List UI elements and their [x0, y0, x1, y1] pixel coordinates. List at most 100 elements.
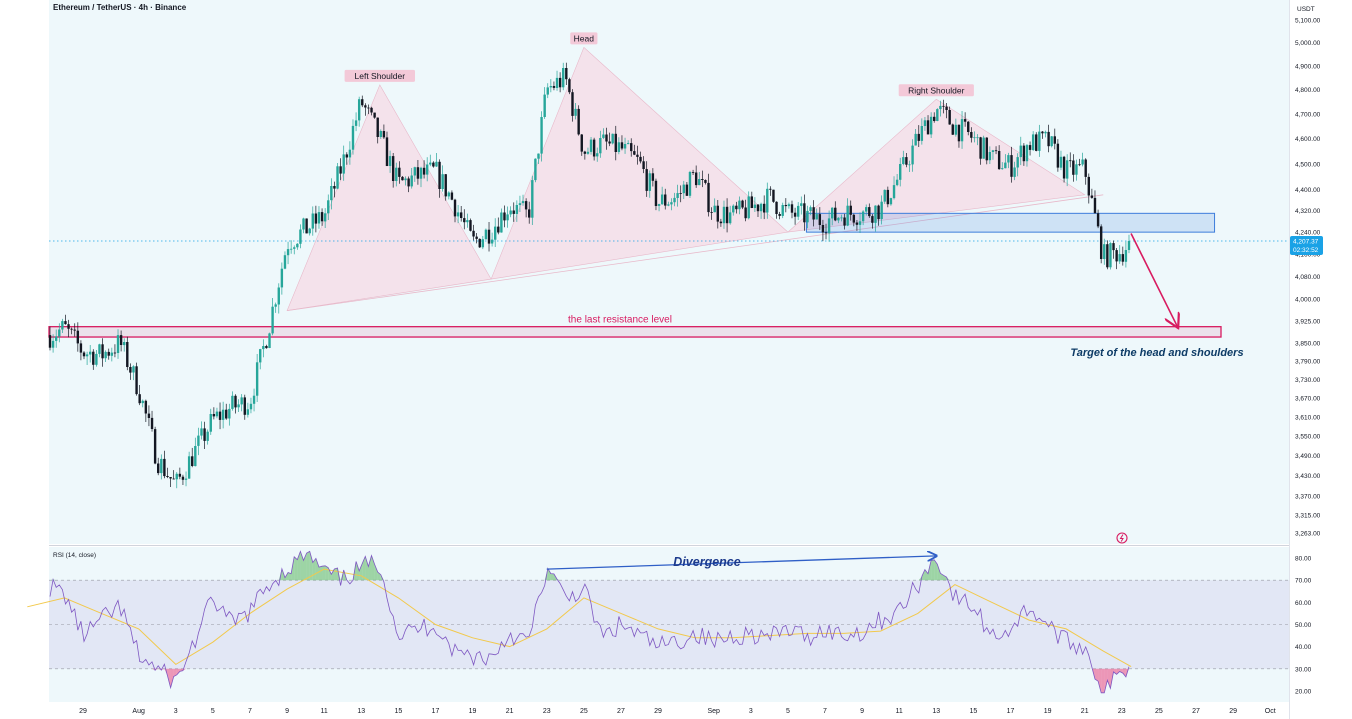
candle [626, 140, 630, 145]
rsi-axis[interactable]: 80.00 70.00 60.00 50.00 40.00 30.00 20.00 [1295, 556, 1312, 696]
candle-body [191, 456, 194, 466]
candle [88, 345, 92, 363]
divergence-arrow [546, 556, 937, 570]
candle [209, 408, 212, 435]
candle [976, 134, 979, 146]
candle [481, 236, 485, 250]
candle [76, 322, 80, 352]
date-tick-label: 27 [617, 708, 625, 715]
candle [327, 194, 330, 220]
candle [1096, 209, 1100, 229]
candle-body [181, 476, 185, 480]
candle [92, 349, 95, 370]
candle-body [126, 342, 129, 367]
candle [243, 394, 246, 420]
rsi-overbought-fill [315, 558, 319, 581]
candle-body [203, 428, 206, 441]
candle [694, 165, 698, 188]
price-tick-label: 4,700.00 [1295, 111, 1321, 118]
candle-body [670, 202, 673, 205]
candle-body [382, 131, 386, 138]
candle-body [175, 473, 178, 480]
candle-body [345, 154, 348, 158]
candle [1109, 242, 1112, 270]
candle-body [1072, 160, 1075, 175]
rsi-overbought-fill [303, 553, 307, 581]
candle-body [868, 207, 871, 217]
candle-body [614, 133, 617, 152]
candle-body [293, 247, 296, 249]
candle-body [834, 207, 837, 221]
rsi-oversold-fill [1101, 668, 1105, 693]
candle-body [540, 117, 543, 154]
candle-body [76, 330, 80, 344]
candle [979, 136, 982, 165]
lightning-icon[interactable] [1116, 532, 1128, 544]
candle [512, 202, 515, 222]
candle-body [178, 473, 182, 477]
date-tick-label: 21 [1081, 708, 1089, 715]
candle [660, 186, 664, 205]
candle [722, 200, 726, 229]
candle [268, 332, 271, 349]
date-tick-label: 29 [1229, 708, 1237, 715]
candle [107, 348, 110, 360]
candle [895, 174, 899, 187]
candle-body [747, 196, 750, 219]
candle [333, 181, 336, 198]
candle-body [929, 116, 933, 135]
target-label: Target of the head and shoulders [1070, 347, 1243, 359]
date-tick-label: 15 [970, 708, 978, 715]
candle [905, 153, 908, 168]
candle [679, 185, 682, 203]
candle-body [215, 411, 219, 417]
candle [747, 191, 750, 220]
candle [314, 205, 318, 233]
date-tick-label: 9 [285, 708, 289, 715]
candle [871, 214, 874, 229]
candle-body [444, 174, 447, 197]
candle [929, 112, 933, 138]
date-tick-label: 13 [932, 708, 940, 715]
candle-body [710, 212, 713, 213]
candle-body [280, 268, 284, 288]
candle [939, 100, 942, 117]
candle [413, 166, 417, 182]
candle-body [237, 404, 240, 408]
candle-body [1062, 156, 1066, 179]
candle-body [169, 477, 172, 479]
candle-body [648, 173, 651, 191]
candle-body [889, 198, 893, 205]
candle [1103, 238, 1106, 265]
candle-body [123, 342, 126, 346]
candle [487, 222, 491, 252]
candle-body [812, 207, 815, 220]
candle [778, 211, 781, 220]
candle-body [596, 153, 599, 157]
candle-body [577, 108, 580, 135]
candle [1013, 161, 1016, 181]
candle-body [892, 185, 896, 199]
candle [225, 403, 228, 420]
candle-body [61, 321, 64, 330]
candle-body [679, 193, 682, 194]
currency-label: USDT [1297, 6, 1315, 13]
candle [54, 329, 58, 348]
candle [166, 467, 169, 479]
candle-body [432, 162, 435, 167]
candle-body [713, 205, 716, 213]
candle-body [484, 229, 488, 240]
candle-body [450, 192, 454, 200]
candle [750, 191, 754, 209]
candle-body [1016, 157, 1019, 168]
candle [911, 139, 914, 172]
right-shoulder-label-text: Right Shoulder [908, 85, 964, 95]
candle-body [657, 204, 661, 206]
rsi-overbought-fill [924, 569, 929, 581]
date-tick-label: 11 [896, 708, 903, 715]
candle-body [617, 142, 621, 152]
candle [738, 196, 741, 215]
candle [463, 209, 466, 230]
price-axis[interactable]: 5,100.00 5,000.00 4,900.00 4,800.00 4,700.00… [1295, 18, 1321, 538]
time-axis[interactable]: 29 Aug 3 5 7 9 11 13 15 17 19 21 23 25 27 29 Sep 3 5 7 9 11 13… [79, 708, 1276, 715]
